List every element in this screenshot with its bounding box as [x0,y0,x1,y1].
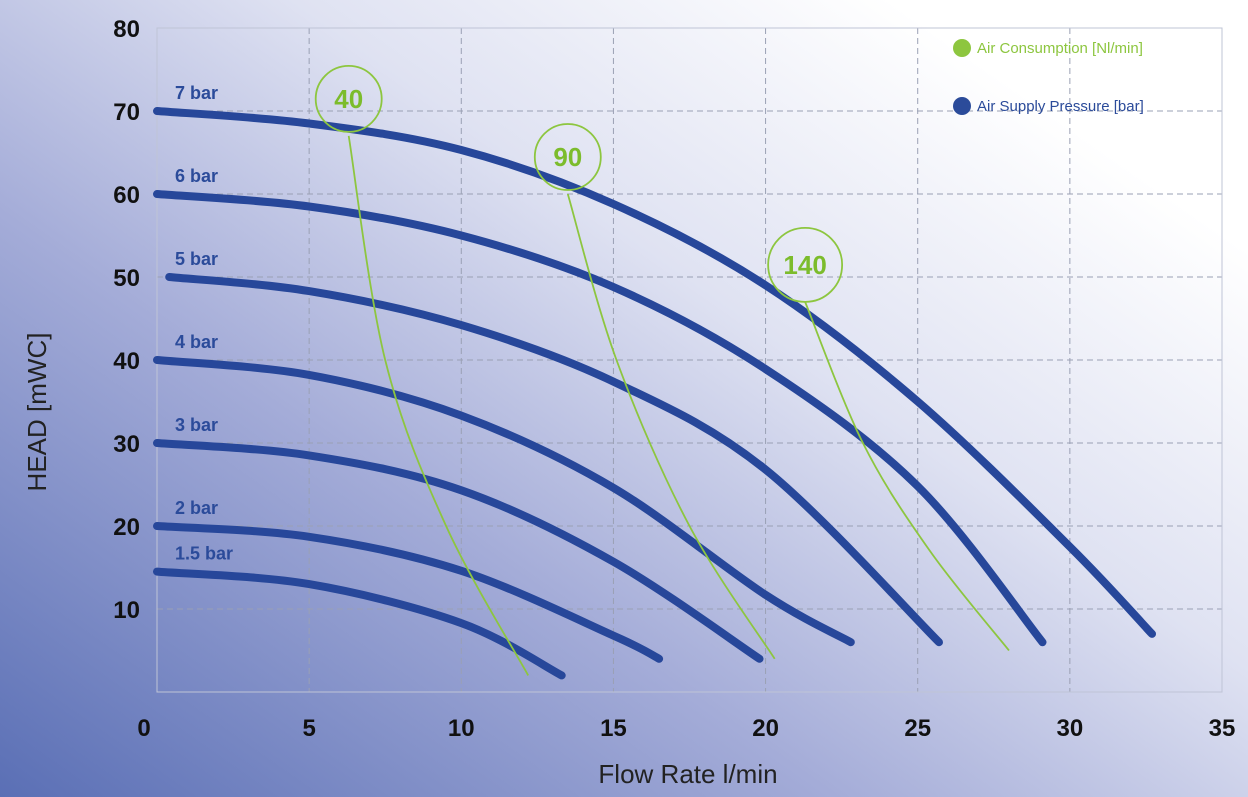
x-axis-title: Flow Rate l/min [598,759,777,789]
legend-entry-label: Air Supply Pressure [bar] [977,98,1144,115]
x-tick-label: 10 [448,715,475,742]
air-consumption-bubble [314,65,383,133]
x-tick-label: 0 [137,715,150,742]
pressure-curve [153,567,566,680]
x-axis-ticks: 0 5 10 15 20 25 30 35 [137,715,1235,742]
x-tick-label: 35 [1209,715,1236,742]
y-axis-title: HEAD [mWC] [22,333,52,492]
pressure-curve [153,356,855,647]
y-tick-label: 60 [113,182,140,209]
pressure-curve-label: 2 bar [175,498,218,518]
air-consumption-label: 140 [783,250,826,280]
legend-entry-label: Air Consumption [Nl/min] [977,40,1143,57]
y-tick-label: 40 [113,348,140,375]
air-consumption-bubble [533,123,602,191]
air-consumption-label: 90 [553,142,582,172]
x-tick-label: 30 [1057,715,1084,742]
y-axis-ticks: 10 20 30 40 50 60 70 80 [113,16,140,624]
pressure-curve-label: 6 bar [175,166,218,186]
pressure-curves: 7 bar 6 bar 5 bar 4 bar 3 bar 2 bar 1.5 bar [153,83,1156,680]
pressure-curve [153,190,1047,647]
y-tick-label: 70 [113,99,140,126]
air-consumption-curve [347,135,529,676]
air-consumption-label: 40 [334,84,363,114]
pressure-curve-label: 5 bar [175,249,218,269]
pressure-curve [153,522,664,663]
x-tick-label: 20 [752,715,779,742]
air-consumption-bubble [767,226,844,303]
x-tick-label: 25 [904,715,931,742]
legend-marker [953,97,971,115]
legend-marker [953,39,971,57]
pressure-curve-label: 1.5 bar [175,544,233,564]
pressure-curve-label: 4 bar [175,332,218,352]
air-consumption-curves: 40 90 140 [314,65,1010,676]
pressure-curve [153,439,764,663]
y-tick-label: 20 [113,514,140,541]
air-consumption-curve [566,193,776,660]
pressure-curve [165,273,943,647]
air-consumption-curve [804,301,1010,652]
pressure-curve-label: 3 bar [175,415,218,435]
y-tick-label: 30 [113,431,140,458]
y-tick-label: 10 [113,597,140,624]
y-tick-label: 80 [113,16,140,43]
x-tick-label: 5 [302,715,315,742]
legend: Air Consumption [Nl/min] Air Supply Press… [953,39,1144,115]
pressure-curve-label: 7 bar [175,83,218,103]
x-tick-label: 15 [600,715,627,742]
y-tick-label: 50 [113,265,140,292]
